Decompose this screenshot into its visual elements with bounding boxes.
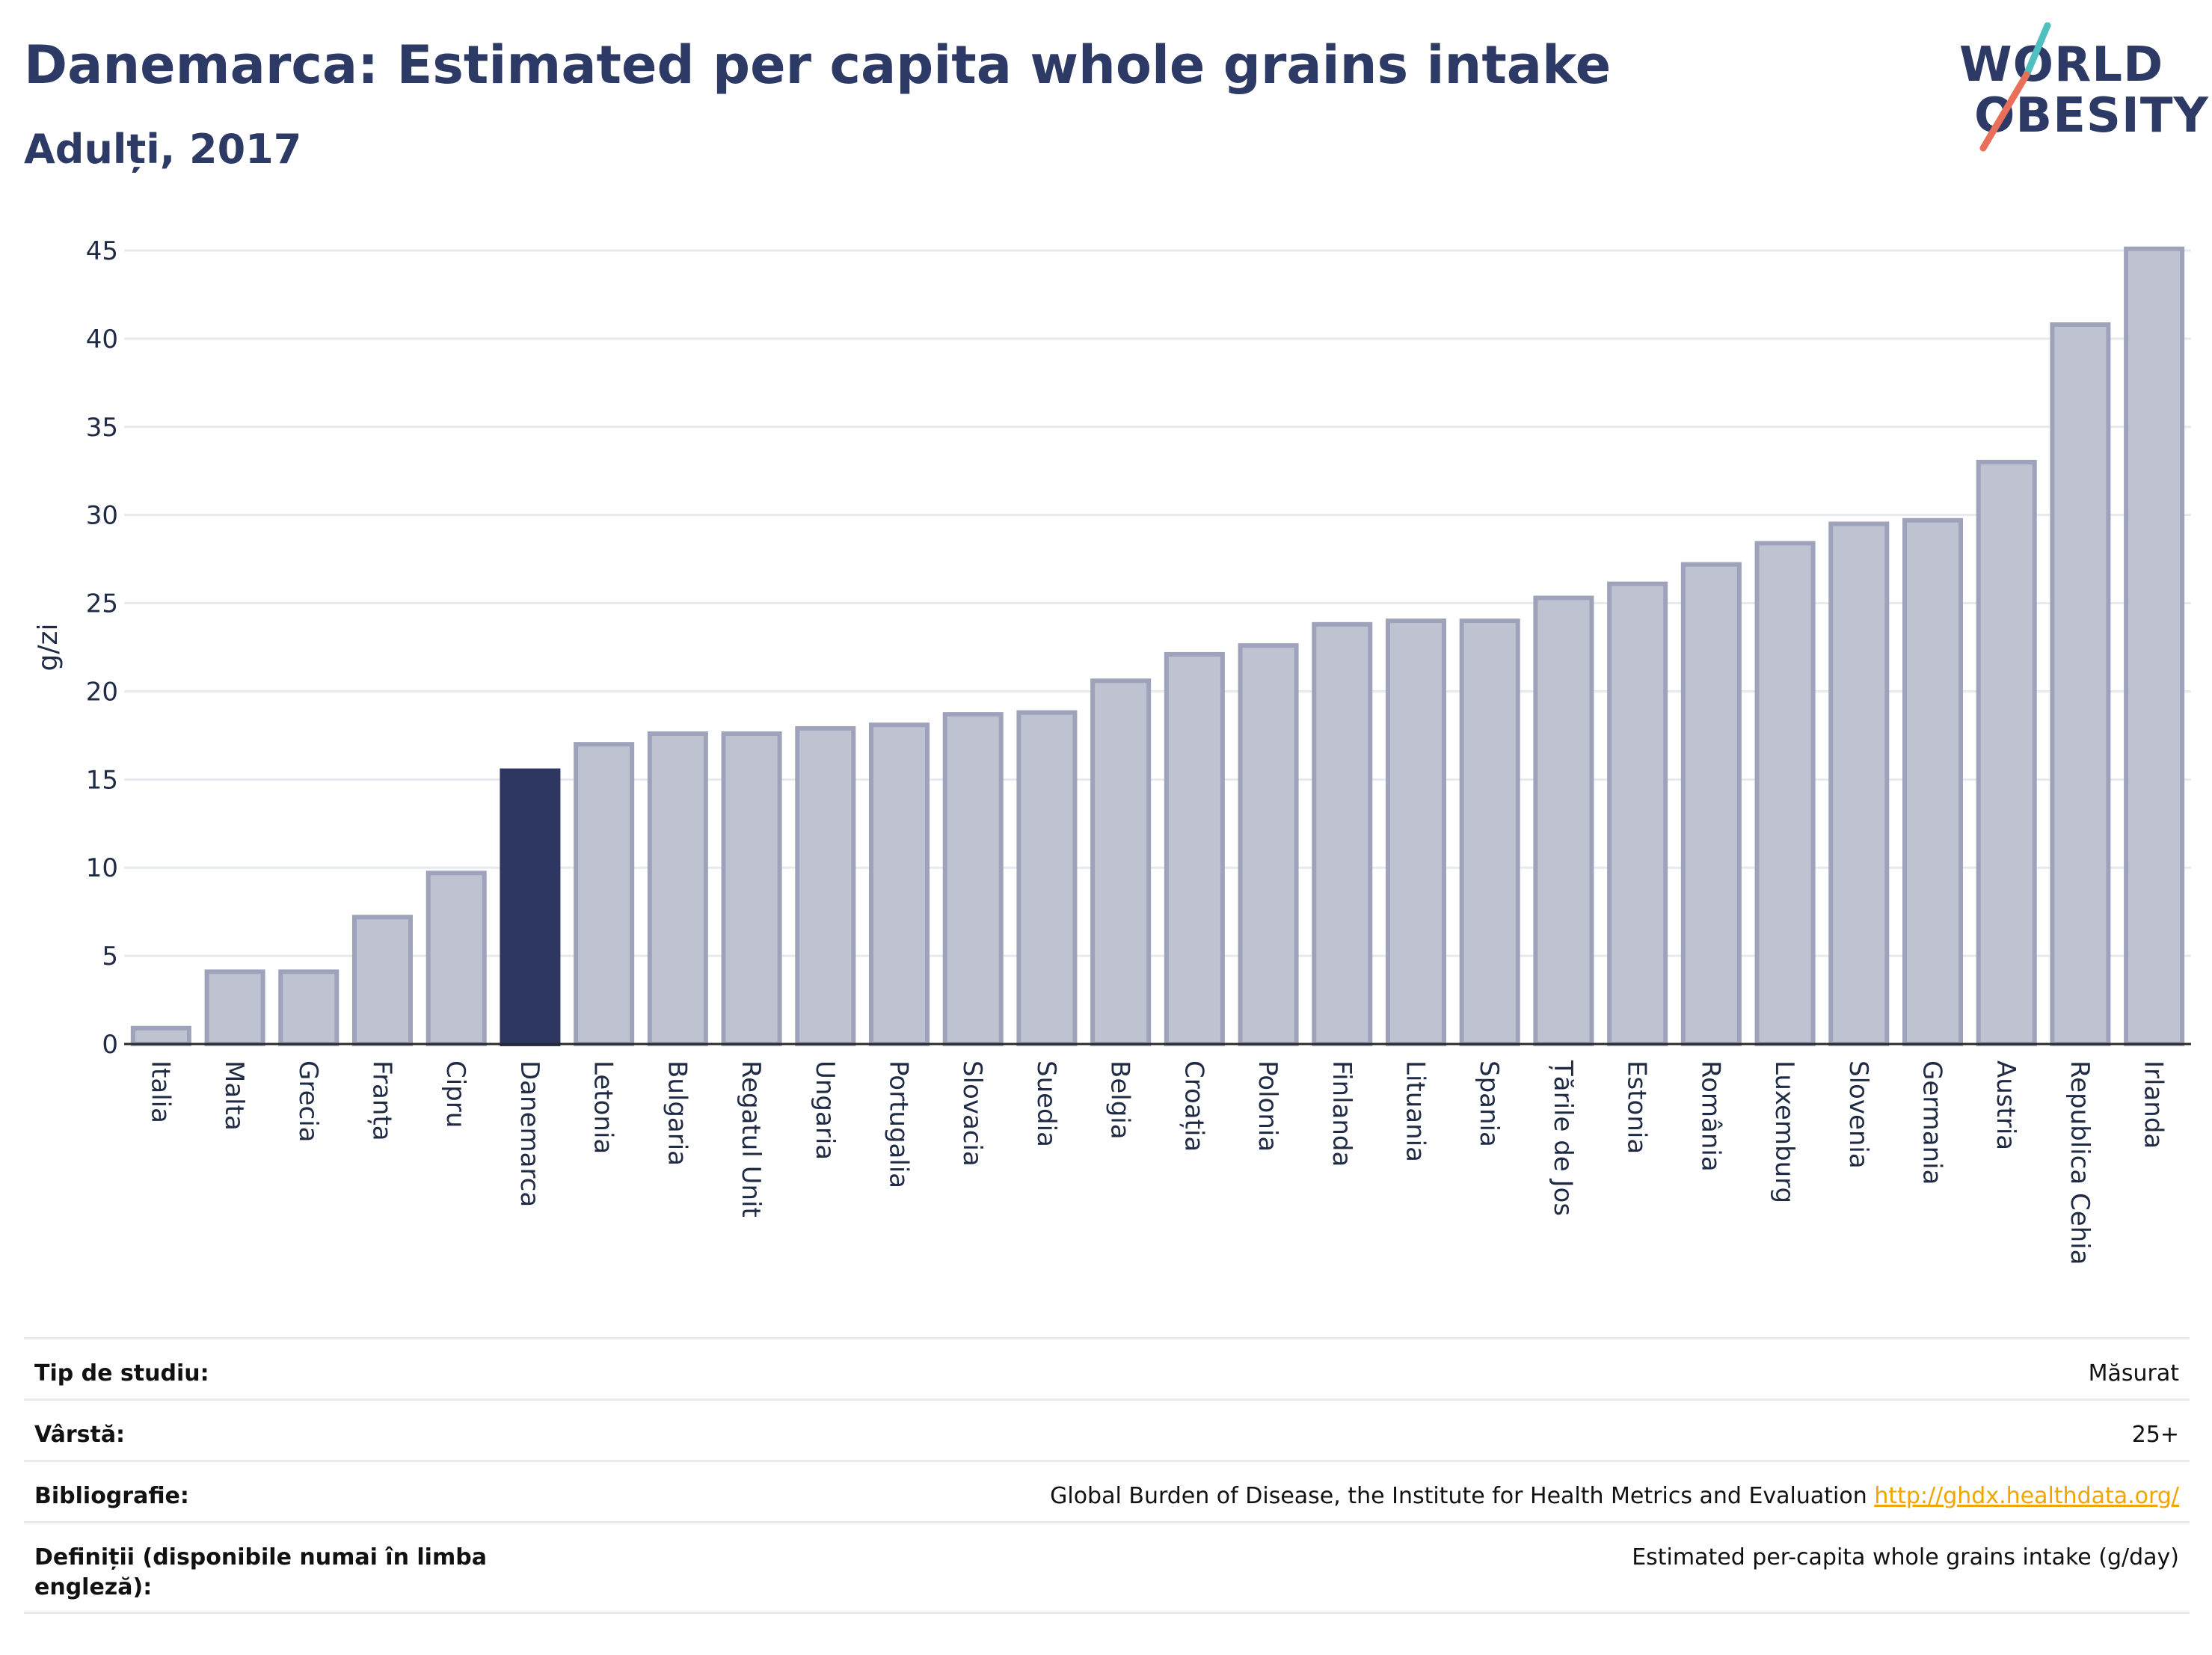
info-value-text: 25+ xyxy=(2131,1422,2179,1448)
x-tick-label: Polonia xyxy=(1253,1060,1282,1152)
x-tick-label: Grecia xyxy=(293,1060,323,1142)
x-tick-label: Slovenia xyxy=(1843,1060,1873,1169)
bar-grecia xyxy=(278,969,340,1046)
info-label: Bibliografie: xyxy=(34,1483,189,1509)
world-obesity-logo: WORLD OBESITY xyxy=(1944,22,2208,157)
bar-țările-de-jos xyxy=(1533,595,1594,1046)
x-tick-label: Franța xyxy=(367,1060,397,1141)
bar-polonia xyxy=(1238,643,1299,1046)
info-row: Definiții (disponibile numai în limba en… xyxy=(24,1521,2190,1614)
bar-finlanda xyxy=(1312,621,1373,1046)
bar-portugalia xyxy=(868,722,930,1047)
x-tick-label: Letonia xyxy=(589,1060,618,1154)
x-tick-label: Bulgaria xyxy=(662,1060,692,1166)
x-tick-label: Lituania xyxy=(1401,1060,1431,1162)
x-tick-label: Țările de Jos xyxy=(1548,1060,1578,1216)
chart-subtitle: Adulți, 2017 xyxy=(24,126,302,173)
x-tick-label: Ungaria xyxy=(810,1060,840,1160)
source-link[interactable]: http://ghdx.healthdata.org/ xyxy=(1874,1483,2179,1509)
bar-slovenia xyxy=(1828,521,1890,1046)
bar-ungaria xyxy=(795,725,856,1046)
info-value-text: Global Burden of Disease, the Institute … xyxy=(1050,1483,1867,1509)
bar-letonia xyxy=(574,742,635,1047)
x-tick-label: Spania xyxy=(1474,1060,1504,1147)
bar-slovacia xyxy=(942,712,1004,1047)
y-tick-label: 0 xyxy=(102,1030,118,1060)
bar-regatul-unit xyxy=(721,731,782,1047)
bar-italia xyxy=(130,1025,191,1047)
y-tick-label: 30 xyxy=(86,501,118,531)
x-tick-label: Regatul Unit xyxy=(736,1060,766,1218)
x-tick-label: Austria xyxy=(1991,1060,2021,1150)
bar-spania xyxy=(1459,618,1520,1046)
y-axis-label: g/zi xyxy=(33,624,64,672)
bar-malta xyxy=(204,969,265,1046)
bar-danemarca xyxy=(500,768,561,1046)
bar-austria xyxy=(1976,459,2037,1046)
bar-lituania xyxy=(1385,618,1447,1046)
y-tick-label: 40 xyxy=(86,325,118,354)
bar-croația xyxy=(1164,651,1225,1046)
x-tick-label: Danemarca xyxy=(514,1060,544,1207)
info-table: Tip de studiu: Măsurat Vârstă: 25+ Bibliogra… xyxy=(24,1337,2190,1614)
info-value: Estimated per-capita whole grains intake… xyxy=(1632,1543,2179,1573)
x-tick-label: Republica Cehia xyxy=(2065,1060,2095,1265)
bar-cipru xyxy=(425,871,487,1046)
info-label: Vârstă: xyxy=(34,1422,126,1448)
bar-luxemburg xyxy=(1754,541,1816,1046)
bar-germania xyxy=(1902,518,1964,1046)
x-tick-label: Slovacia xyxy=(957,1060,987,1167)
x-tick-label: Cipru xyxy=(440,1060,470,1128)
y-tick-label: 15 xyxy=(86,765,118,795)
y-tick-label: 35 xyxy=(86,413,118,443)
y-tick-label: 20 xyxy=(86,677,118,707)
y-tick-label: 5 xyxy=(102,942,118,971)
info-value: 25+ xyxy=(2132,1420,2179,1450)
x-tick-label: Estonia xyxy=(1622,1060,1652,1154)
x-tick-label: Luxemburg xyxy=(1769,1060,1799,1203)
info-value-text: Măsurat xyxy=(2088,1360,2179,1387)
x-tick-label: Malta xyxy=(219,1060,249,1131)
bars xyxy=(130,246,2185,1047)
x-tick-label: Croația xyxy=(1179,1060,1208,1152)
info-value: Măsurat xyxy=(2089,1359,2179,1389)
axes: 0 5 10 15 20 25 30 35 40 45 Italia Malta Grecia Franț… xyxy=(86,236,2191,1265)
info-value-text: Estimated per-capita whole grains intake… xyxy=(1632,1544,2179,1570)
bar-românia xyxy=(1680,562,1742,1046)
info-row: Tip de studiu: Măsurat xyxy=(24,1337,2190,1398)
x-tick-label: Irlanda xyxy=(2139,1060,2169,1149)
info-label: Tip de studiu: xyxy=(34,1360,209,1387)
bar-irlanda xyxy=(2124,246,2185,1047)
y-tick-label: 45 xyxy=(86,236,118,266)
info-label: Definiții (disponibile numai în limba en… xyxy=(34,1544,487,1600)
x-tick-label: Finlanda xyxy=(1327,1060,1357,1167)
info-value: Global Burden of Disease, the Institute … xyxy=(1050,1481,2179,1511)
bar-republica-cehia xyxy=(2050,322,2111,1046)
info-row: Vârstă: 25+ xyxy=(24,1398,2190,1460)
y-tick-label: 10 xyxy=(86,853,118,883)
chart-title: Danemarca: Estimated per capita whole gr… xyxy=(24,34,1612,96)
bar-bulgaria xyxy=(647,731,708,1047)
x-tick-label: România xyxy=(1695,1060,1725,1172)
bar-suedia xyxy=(1016,710,1078,1046)
bar-estonia xyxy=(1607,581,1668,1046)
x-tick-label: Italia xyxy=(145,1060,175,1123)
x-tick-label: Suedia xyxy=(1031,1060,1061,1147)
logo-slash-icon xyxy=(1979,22,2051,152)
y-tick-label: 25 xyxy=(86,589,118,619)
bar-franța xyxy=(351,915,414,1046)
bar-chart: 0 5 10 15 20 25 30 35 40 45 Italia Malta Grecia Franț… xyxy=(33,236,2191,1265)
x-tick-label: Germania xyxy=(1917,1060,1947,1185)
info-row: Bibliografie: Global Burden of Disease, t… xyxy=(24,1460,2190,1521)
bar-belgia xyxy=(1090,678,1152,1046)
x-tick-label: Belgia xyxy=(1105,1060,1135,1140)
logo-text-line1: WORLD xyxy=(1959,37,2164,93)
x-tick-label: Portugalia xyxy=(884,1060,914,1188)
